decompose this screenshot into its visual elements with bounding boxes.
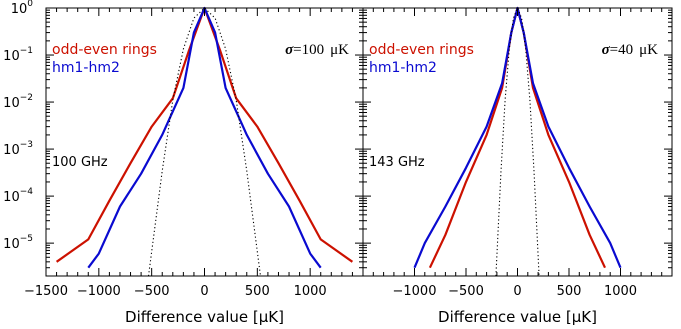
x-tick-label: 0 xyxy=(513,284,521,299)
x-tick-label: −1000 xyxy=(393,284,437,299)
x-axis-label: Difference value [μK] xyxy=(125,308,284,326)
x-tick-label: 1000 xyxy=(294,284,327,299)
sigma-value: =40 xyxy=(610,42,633,58)
panel-right: −1000 −500 0 500 1000 Difference value [μK] od… xyxy=(362,6,673,326)
frequency-label: 100 GHz xyxy=(52,155,108,170)
x-tick-label: 0 xyxy=(200,284,208,299)
y-tick-label-exponent: −2 xyxy=(20,93,33,103)
legend-entry-hm1-hm2: hm1-hm2 xyxy=(52,60,120,76)
x-axis-label: Difference value [μK] xyxy=(438,308,597,326)
legend-entry-hm1-hm2: hm1-hm2 xyxy=(369,60,437,76)
x-tick-label: −1000 xyxy=(77,284,121,299)
frequency-label: 143 GHz xyxy=(369,155,425,170)
legend-entry-odd-even: odd-even rings xyxy=(369,42,474,58)
y-tick-label-base: 10 xyxy=(11,2,28,17)
y-tick-label-exponent: 0 xyxy=(27,0,33,9)
y-tick-label: 10−3 xyxy=(3,140,33,158)
y-tick-label: 100 xyxy=(11,0,34,17)
sigma-value: =100 xyxy=(293,42,324,58)
y-tick-label: 10−5 xyxy=(3,234,33,252)
sigma-unit: μK xyxy=(639,42,658,58)
y-tick-label-base: 10 xyxy=(3,49,20,64)
series-line-2 xyxy=(495,7,540,277)
x-tick-label: 500 xyxy=(557,284,582,299)
legend-entry-odd-even: odd-even rings xyxy=(52,42,157,58)
x-tick-label: 1000 xyxy=(604,284,637,299)
y-tick-label-base: 10 xyxy=(3,190,20,205)
x-tick-label: 500 xyxy=(245,284,270,299)
y-tick-label-base: 10 xyxy=(3,96,20,111)
y-tick-label: 10−1 xyxy=(3,46,33,64)
y-tick-label: 10−4 xyxy=(3,187,33,205)
y-tick-label-exponent: −3 xyxy=(20,140,33,150)
y-tick-label-base: 10 xyxy=(3,143,20,158)
sigma-annotation: σ=100 μK xyxy=(285,42,349,58)
sigma-unit: μK xyxy=(330,42,349,58)
series-line-2 xyxy=(147,7,262,277)
x-tick-label: −500 xyxy=(448,284,484,299)
panel-left: −1500 −1000 −500 0 500 100010−510−410−310−210… xyxy=(3,0,364,326)
y-tick-label-base: 10 xyxy=(3,237,20,252)
x-tick-label: −1500 xyxy=(24,284,68,299)
y-tick-label-exponent: −5 xyxy=(20,234,33,244)
y-tick-label: 10−2 xyxy=(3,93,33,111)
x-tick-label: −500 xyxy=(134,284,170,299)
sigma-symbol: σ xyxy=(602,42,611,58)
sigma-annotation: σ=40 μK xyxy=(602,42,659,58)
sigma-symbol: σ xyxy=(285,42,294,58)
y-tick-label-exponent: −4 xyxy=(20,187,34,197)
y-tick-label-exponent: −1 xyxy=(20,46,33,56)
